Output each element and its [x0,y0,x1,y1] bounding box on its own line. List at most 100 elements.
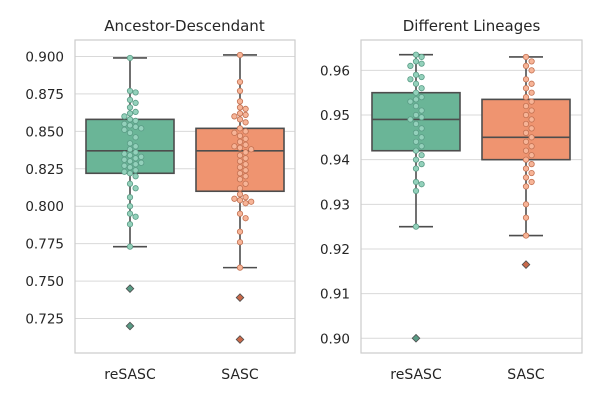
data-point [236,138,244,145]
y-tick-label: 0.91 [320,287,350,303]
data-point [522,214,530,221]
data-point [522,174,530,181]
data-point [236,228,244,235]
y-tick-label: 0.93 [320,197,350,213]
data-point [236,78,244,86]
data-point [231,129,238,136]
data-point [418,143,425,150]
outlier-marker [521,260,531,269]
data-point [121,162,128,169]
data-point [522,62,530,69]
outlier-marker [125,321,135,331]
data-point [412,51,420,58]
data-point [126,104,134,111]
data-point [236,125,244,132]
data-point [126,96,134,104]
data-point [418,125,425,132]
data-point [236,104,244,111]
data-point [236,191,244,198]
data-point [132,185,139,192]
y-tick-label: 0.800 [25,199,64,215]
y-tick-label: 0.96 [320,63,350,79]
data-point [418,73,425,81]
data-point [236,87,244,95]
data-point [407,76,414,83]
data-point [407,62,414,69]
data-point [418,53,425,61]
y-tick-label: 0.94 [320,153,350,169]
data-point [528,107,535,114]
data-point [242,119,249,126]
data-point [132,173,139,180]
data-point [528,116,535,123]
data-point [236,144,244,151]
y-tick-label: 0.92 [320,242,350,258]
data-point [528,89,535,96]
data-point [126,221,134,228]
data-point [412,58,420,65]
y-tick-label: 0.775 [25,237,64,253]
data-point [412,80,420,87]
data-point [242,111,249,118]
data-point [236,116,244,123]
data-point [528,161,535,168]
data-point [412,223,420,230]
data-point [236,51,244,59]
data-point [407,116,414,123]
data-point [248,198,255,205]
data-point [132,89,139,96]
data-point [121,168,128,175]
data-point [522,147,530,154]
data-point [522,201,530,208]
data-point [528,152,535,159]
data-point [522,120,530,128]
data-point [528,134,535,141]
data-point [412,187,420,195]
data-point [236,98,244,105]
data-point [236,210,244,217]
data-point [126,164,134,171]
data-point [418,107,425,114]
data-point [121,113,128,120]
data-point [132,117,139,124]
data-point [126,140,134,147]
data-point [412,138,420,145]
data-point [231,143,238,150]
plot-frame [74,39,296,354]
data-point [126,170,134,177]
data-point [412,165,420,172]
data-point [412,89,420,96]
data-point [418,60,425,67]
panel-title: Ancestor-Descendant [104,17,265,35]
data-point [242,128,249,135]
data-point [126,116,134,123]
data-point [522,138,530,145]
data-point [132,123,139,130]
data-point [231,113,238,120]
data-point [528,67,535,74]
data-point [528,143,535,150]
data-point [412,156,420,163]
data-point [121,150,128,157]
y-tick-label: 0.850 [25,124,64,140]
data-point [528,98,535,105]
data-point [132,155,139,162]
data-point [138,153,145,160]
data-point [248,146,255,153]
data-point [236,158,244,165]
data-point [412,102,420,110]
data-point [132,134,139,141]
y-tick-label: 0.750 [25,274,64,290]
data-point [236,264,244,271]
data-point [418,152,425,159]
data-point [522,94,530,101]
data-point [522,129,530,136]
plot-frame [360,39,583,354]
outlier-marker [235,293,245,302]
data-point [242,194,249,201]
data-point [236,170,244,177]
data-point [242,200,249,207]
data-point [126,243,134,250]
data-point [418,114,425,121]
